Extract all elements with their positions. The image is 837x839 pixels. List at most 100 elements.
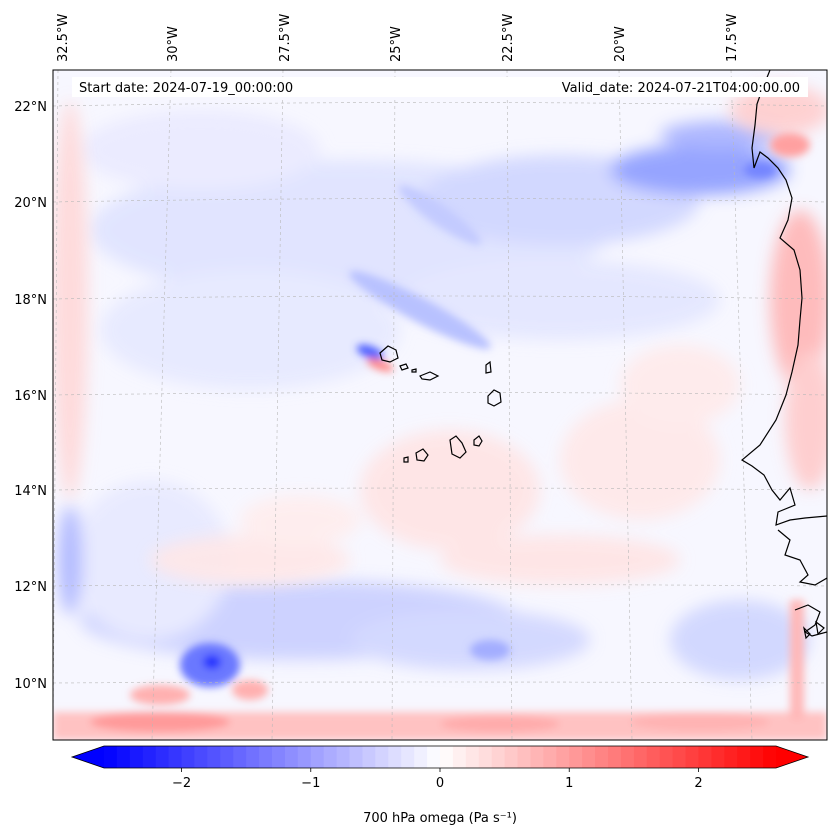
lon-label: 25°W: [389, 26, 404, 62]
colorbar-step: [427, 746, 441, 768]
colorbar-step: [142, 746, 157, 768]
island-santo-antao: [379, 345, 399, 363]
colorbar-step: [349, 746, 364, 768]
gridlines: [53, 70, 827, 740]
omega-field: [53, 85, 827, 740]
colorbar-tick-label: 2: [694, 776, 702, 791]
colorbar-step: [207, 746, 221, 768]
colorbar-tick-label: 0: [436, 776, 444, 791]
lon-label: 20°W: [613, 26, 628, 62]
colorbar-step: [336, 746, 351, 768]
colorbar-extend-low: [72, 746, 104, 768]
colorbar-step: [569, 746, 583, 768]
colorbar-step: [323, 746, 338, 768]
colorbar-step: [465, 746, 480, 768]
island-sal: [485, 360, 492, 374]
colorbar-step: [750, 746, 764, 768]
colorbar-tick-label: 1: [565, 776, 573, 791]
colorbar-step: [556, 746, 570, 768]
lat-label: 20°N: [14, 196, 47, 211]
colorbar-step: [310, 746, 325, 768]
colorbar-step: [724, 746, 738, 768]
colorbar-step: [155, 746, 170, 768]
colorbar-step: [478, 746, 493, 768]
island-boa-vista: [487, 389, 502, 407]
longitude-labels: 32.5°W 30°W 27.5°W 25°W 22.5°W 20°W 17.5…: [56, 14, 740, 62]
island-brava: [403, 456, 409, 463]
colorbar-step: [362, 746, 376, 768]
map-panel: Start date: 2024-07-19_00:00:00 Valid_da…: [52, 69, 828, 741]
colorbar-step: [672, 746, 687, 768]
colorbar-step: [608, 746, 622, 768]
colorbar-step: [414, 746, 428, 768]
colorbar-step: [220, 746, 234, 768]
colorbar-step: [491, 746, 506, 768]
colorbar-step: [233, 746, 247, 768]
colorbar-step: [259, 746, 273, 768]
colorbar-step: [297, 746, 312, 768]
island-fogo: [415, 448, 429, 462]
colorbar-tick-label: −2: [172, 776, 191, 791]
latitude-labels: 22°N 20°N 18°N 16°N 14°N 12°N 10°N: [14, 100, 47, 692]
colorbar-step: [116, 746, 131, 768]
colorbar-step: [452, 746, 467, 768]
lon-label: 30°W: [166, 26, 181, 62]
colorbar-step: [375, 746, 389, 768]
colorbar-step: [685, 746, 700, 768]
island-sao-nicolau: [419, 371, 440, 381]
colorbar-step: [698, 746, 712, 768]
colorbar-step: [181, 746, 196, 768]
colorbar-step: [633, 746, 648, 768]
africa-coastline: [740, 70, 827, 526]
colorbar-step: [246, 746, 260, 768]
lon-label: 22.5°W: [501, 14, 516, 62]
colorbar-tick-label: −1: [301, 776, 320, 791]
field-blue-broad: [58, 110, 810, 680]
field-red-broad: [53, 85, 827, 585]
lat-label: 16°N: [14, 389, 47, 404]
lon-label: 27.5°W: [278, 14, 293, 62]
island-sao-vicente: [399, 363, 409, 371]
colorbar-step: [517, 746, 532, 768]
colorbar-step: [401, 746, 415, 768]
colorbar-step: [504, 746, 519, 768]
colorbar-ticks: −2 −1 0 1 2: [172, 768, 703, 791]
island-maio: [473, 435, 483, 447]
colorbar-outline: [70, 745, 810, 769]
lon-label: 17.5°W: [725, 14, 740, 62]
colorbar-step: [129, 746, 144, 768]
colorbar-step: [284, 746, 299, 768]
coastlines: [379, 70, 827, 640]
colorbar-step: [763, 746, 777, 768]
map-frame: [52, 69, 828, 741]
colorbar-extend-high: [776, 746, 808, 768]
lat-label: 10°N: [14, 677, 47, 692]
island-santa-luzia: [411, 368, 417, 373]
field-convective-cells: [130, 133, 810, 705]
colorbar: −2 −1 0 1 2 700 hPa omega (Pa s⁻¹): [70, 745, 810, 826]
lat-label: 22°N: [14, 100, 47, 115]
colorbar-step: [595, 746, 609, 768]
date-banner: [72, 77, 808, 97]
colorbar-step: [104, 746, 118, 768]
colorbar-label: 700 hPa omega (Pa s⁻¹): [363, 811, 517, 826]
colorbar-step: [620, 746, 635, 768]
lat-label: 14°N: [14, 484, 47, 499]
island-santiago: [449, 435, 467, 459]
lat-label: 18°N: [14, 293, 47, 308]
colorbar-steps: [104, 746, 777, 768]
lon-label: 32.5°W: [56, 14, 71, 62]
colorbar-step: [711, 746, 725, 768]
colorbar-step: [530, 746, 544, 768]
colorbar-step: [582, 746, 596, 768]
colorbar-step: [543, 746, 557, 768]
colorbar-step: [272, 746, 286, 768]
colorbar-step: [659, 746, 674, 768]
colorbar-step: [194, 746, 208, 768]
field-red-south-band: [53, 600, 827, 740]
colorbar-step: [737, 746, 751, 768]
colorbar-step: [388, 746, 402, 768]
colorbar-step: [646, 746, 661, 768]
colorbar-step: [440, 746, 454, 768]
